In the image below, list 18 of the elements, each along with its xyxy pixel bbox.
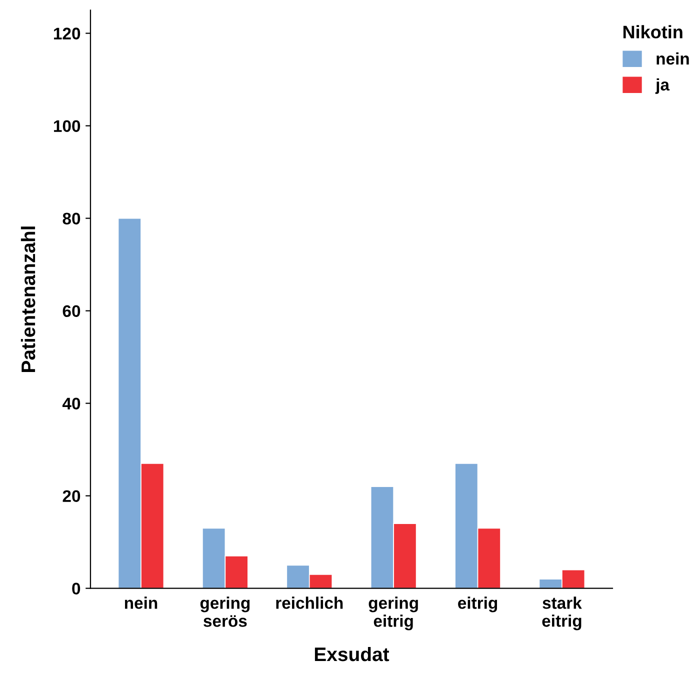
- x-tick-label: eitrig: [458, 596, 498, 612]
- y-tick-label: 20: [62, 490, 80, 502]
- y-tick-label: 120: [54, 28, 80, 40]
- legend-title: Nikotin: [623, 25, 682, 38]
- legend-label: nein: [656, 52, 689, 65]
- y-tick-label: 40: [62, 398, 80, 410]
- y-tick-label: 0: [72, 582, 80, 595]
- x-tick-label: reichlich: [276, 596, 343, 609]
- y-tick-label: 60: [62, 305, 80, 317]
- x-tick-label: stark eitrig: [542, 596, 582, 630]
- x-tick-label: nein: [124, 596, 158, 609]
- x-tick-label: gering eitrig: [368, 596, 418, 630]
- x-tick-label: gering serös: [200, 596, 250, 627]
- y-axis-title: Patientenanzahl: [20, 226, 36, 372]
- y-tick-label: 80: [62, 212, 80, 224]
- x-axis-title: Exsudat: [314, 646, 390, 662]
- y-tick-label: 100: [54, 120, 80, 132]
- legend-label: ja: [655, 78, 670, 94]
